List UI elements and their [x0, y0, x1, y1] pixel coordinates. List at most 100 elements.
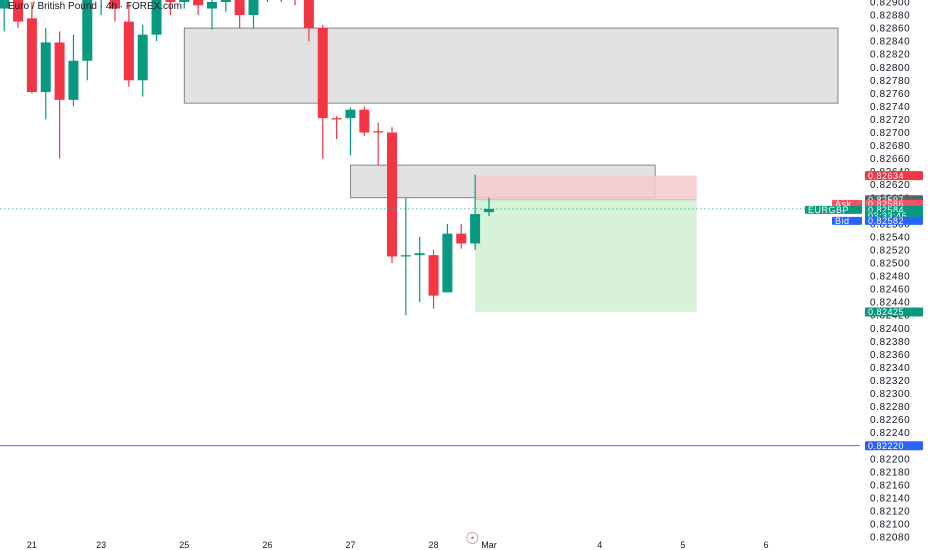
chart-header: Euro / British Pound · 4h · FOREX.com: [8, 1, 182, 12]
candle: [13, 0, 24, 29]
price-axis[interactable]: 0.82900 0.82880 0.82860 0.82840 0.82820 0.828…: [860, 0, 932, 550]
candle: [100, 0, 102, 16]
candlestick-series: [0, 0, 494, 316]
price-tick-label: 0.82320: [870, 376, 910, 387]
candle-body: [248, 0, 259, 16]
candle-body: [0, 0, 10, 9]
time-tick-label: 6: [763, 540, 768, 550]
candle: [470, 174, 481, 250]
price-tick-label: 0.82160: [870, 480, 910, 491]
price-tick-label: 0.82500: [870, 259, 910, 270]
candle: [428, 249, 439, 309]
time-tick-label: 4: [597, 540, 602, 550]
symbol-title: Euro / British Pound · 4h · FOREX.com: [8, 1, 182, 12]
ask-price-tag-text: 0.82586: [868, 199, 904, 209]
candle-body: [220, 0, 231, 2]
price-level-tag: 0.82425: [865, 307, 923, 317]
short-position-tool[interactable]: [475, 175, 697, 312]
candle-body: [137, 34, 148, 81]
price-tick-label: 0.82780: [870, 76, 910, 87]
price-tick-label: 0.82340: [870, 363, 910, 374]
bid-label-tag: Bid: [832, 216, 862, 226]
candle-body: [470, 214, 481, 244]
take-profit-zone[interactable]: [475, 199, 697, 312]
candle-body: [331, 118, 342, 120]
price-level-tag-text: 0.82425: [868, 307, 904, 317]
candle-body: [359, 109, 370, 133]
candle: [193, 0, 204, 16]
time-axis[interactable]: 21 23 25 26 27 28 Mar 4 5 6: [27, 532, 769, 550]
candle: [179, 0, 190, 9]
candle-body: [165, 0, 176, 2]
price-tick-label: 0.82400: [870, 324, 910, 335]
price-tick-label: 0.82200: [870, 454, 910, 465]
candle: [414, 236, 425, 303]
lightning-glyph: [470, 534, 475, 542]
time-tick-label: 25: [179, 540, 189, 550]
candle: [151, 0, 162, 42]
candle-body: [179, 0, 190, 2]
symbol-tag-bg: [805, 205, 862, 214]
candle-body: [456, 233, 467, 244]
candle: [123, 2, 134, 87]
time-tick-label: 28: [429, 540, 439, 550]
price-tick-label: 0.82700: [870, 128, 910, 139]
last-price-tag-text: 0.82584: [868, 205, 904, 215]
time-tick-label: 21: [27, 540, 37, 550]
countdown-tag-text: 03:33:46: [868, 211, 907, 221]
time-tick-label: 5: [680, 540, 685, 550]
candle-body: [193, 0, 204, 6]
candle: [137, 24, 148, 97]
candle-body: [428, 255, 439, 296]
candle-body: [387, 132, 397, 257]
supply-demand-zones: [183, 27, 839, 199]
time-tick-label: 27: [345, 540, 355, 550]
price-tick-label: 0.82840: [870, 37, 910, 48]
candle: [266, 0, 268, 2]
candle: [317, 24, 328, 159]
candle: [387, 127, 397, 263]
price-tick-label: 0.82380: [870, 337, 910, 348]
supply-zone: [183, 27, 839, 104]
candle-body: [151, 0, 162, 35]
candle: [165, 0, 176, 16]
candle: [68, 34, 79, 107]
candle: [442, 223, 453, 293]
stop-loss-zone[interactable]: [475, 175, 697, 200]
price-tick-label: 0.82480: [870, 272, 910, 283]
price-tick-label: 0.82740: [870, 102, 910, 113]
candle: [294, 0, 296, 6]
price-tick-label: 0.82460: [870, 285, 910, 296]
ask-label-tag-text: Ask: [835, 199, 852, 209]
candle-body: [54, 42, 65, 100]
price-tick-label: 0.82360: [870, 350, 910, 361]
candle: [303, 0, 314, 42]
price-tick-label: 0.82540: [870, 232, 910, 243]
bid-price-tag: 0.82582: [865, 216, 923, 226]
candle: [234, 0, 245, 29]
price-tick-label: 0.82860: [870, 24, 910, 35]
price-tick-label: 0.82120: [870, 506, 910, 517]
price-tick-label: 0.82100: [870, 520, 910, 531]
candle-body: [123, 21, 134, 81]
price-level-tag-text: 0.82634: [868, 171, 904, 181]
candle: [331, 116, 342, 140]
candle-body: [234, 0, 245, 16]
price-level-tag-bg: [865, 171, 923, 181]
candle-body: [345, 109, 356, 119]
candle: [110, 0, 120, 22]
candle-body: [206, 2, 217, 9]
candle: [483, 197, 494, 217]
bid-price-tag-bg: [865, 216, 923, 225]
price-tick-label: 0.82140: [870, 493, 910, 504]
price-tick-label: 0.82080: [870, 533, 910, 544]
price-tick-label: 0.82620: [870, 180, 910, 191]
price-tick-label: 0.82820: [870, 50, 910, 61]
candle: [373, 122, 384, 166]
price-tick-label: 0.82240: [870, 428, 910, 439]
price-tick-label: 0.82180: [870, 467, 910, 478]
price-axis-background: [860, 0, 932, 550]
price-tick-label: 0.82300: [870, 389, 910, 400]
lightning-icon[interactable]: [466, 532, 479, 544]
